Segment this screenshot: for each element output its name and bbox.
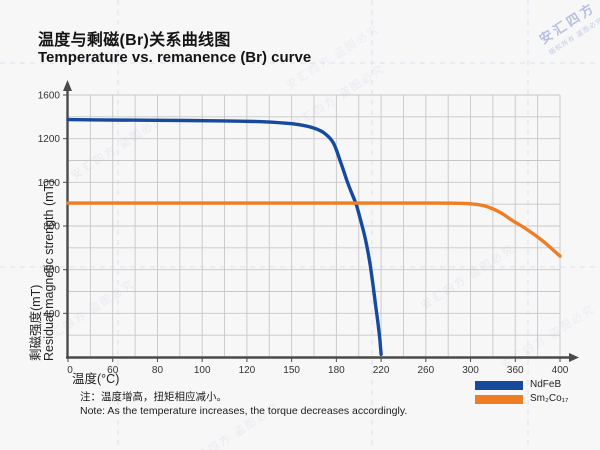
x-tick-label: 180 [328,365,345,376]
x-tick-label: 360 [507,365,524,376]
y-axis-title-en: Residual magnetic strength (mT) [42,179,56,361]
series-curve-ndfeb [66,117,383,356]
x-tick-label: 80 [152,365,164,376]
legend-item-ndfeb: NdFeB [475,380,568,390]
x-tick-label: 300 [462,365,479,376]
x-tick-label: 100 [194,365,211,376]
watermark-tile: 安汇四方 盗图必究 [498,301,597,372]
watermark-tile: 安汇四方 盗图必究 [418,241,517,312]
y-tick-label: 1600 [38,91,61,102]
y-tick-label: 800 [43,222,60,233]
x-tick-label: 120 [239,365,256,376]
x-tick-label: 60 [107,365,119,376]
x-tick-label: 260 [417,365,434,376]
legend-swatch-sm2co17 [475,394,523,404]
x-tick-label: 400 [552,365,569,376]
chart-title-en: Temperature vs. remanence (Br) curve [38,49,312,66]
legend-swatch-ndfeb [475,380,523,390]
footnote: 注：温度增高，扭矩相应减小。 Note: As the temperature … [80,391,407,418]
y-tick-label: 400 [43,309,60,320]
chart-title-zh: 温度与剩磁(Br)关系曲线图 [38,32,231,49]
legend-label-ndfeb: NdFeB [530,379,562,390]
x-tick-label: 150 [283,365,300,376]
x-axis-title: 温度(°C) [72,372,120,386]
legend-label-sm2co17: Sm₂Co₁₇ [530,393,569,404]
y-axis-arrow [63,80,72,91]
footnote-zh: 注：温度增高，扭矩相应减小。 [80,391,227,403]
legend: NdFeB Sm₂Co₁₇ [475,380,568,408]
series-curve-sm2co17 [66,201,562,258]
y-tick-label: 1000 [38,178,61,189]
x-tick-label: 220 [373,365,390,376]
y-tick-label: 600 [43,265,60,276]
x-axis-arrow [569,353,579,362]
x-tick-label: 0 [67,365,73,376]
legend-item-sm2co17: Sm₂Co₁₇ [475,394,568,404]
footnote-en: Note: As the temperature increases, the … [80,404,408,417]
axis-ticks [63,94,561,362]
grid-lines [68,94,561,357]
y-tick-label: 1200 [38,134,61,145]
